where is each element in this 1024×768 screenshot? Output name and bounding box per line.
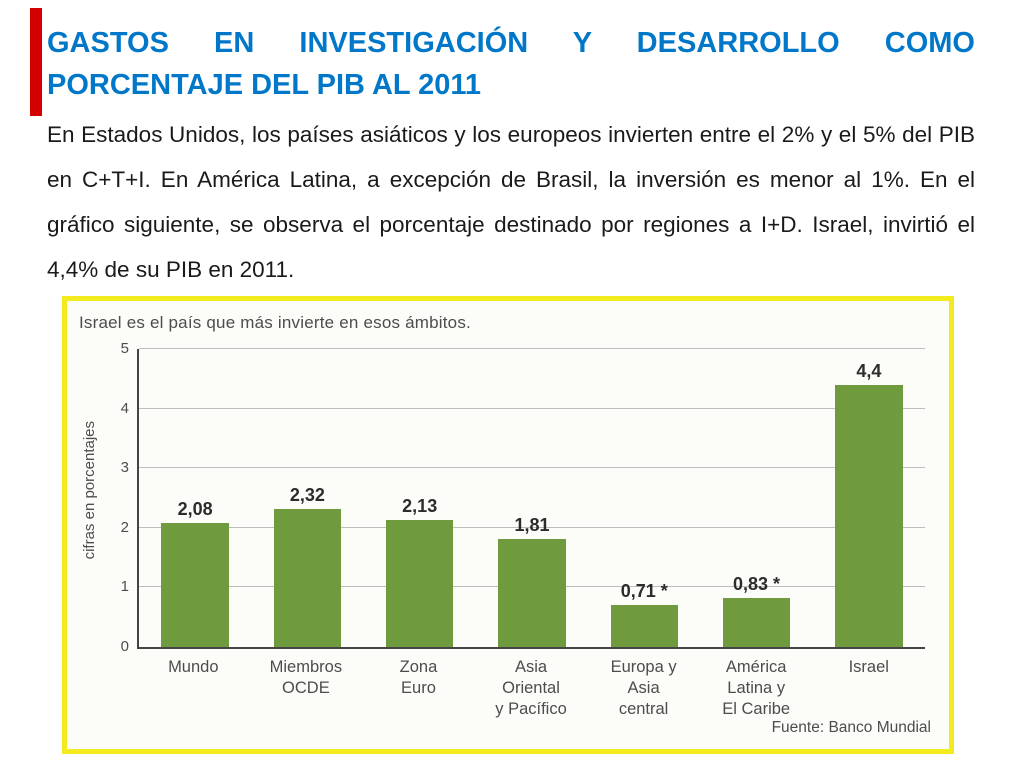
gridline-0: 0 [121,638,925,655]
x-axis-category: Zona Euro [399,658,438,697]
x-axis-categories: Mundo Miembros OCDE Zona Euro Asia Oriental… [137,657,925,720]
bar-value-label: 0,83 * [733,573,781,594]
x-axis-category: América Latina y El Caribe [722,658,791,718]
y-axis-tick: 5 [120,340,129,357]
chart-frame: Israel es el país que más invierte en es… [62,296,954,754]
x-axis-category: Miembros OCDE [269,658,343,697]
bar-group-0: 2,08 [139,349,251,647]
x-axis-category: Israel [848,658,889,676]
bar-value-label: 1,81 [514,515,550,536]
chart-body: cifras en porcentajes 2,08 2,32 2,13 1,81 0,… [79,333,935,737]
y-axis-label: cifras en porcentajes [81,421,98,560]
bar [273,508,342,647]
y-axis-tick: 2 [120,518,129,536]
chart-title: Israel es el país que más invierte en es… [79,313,471,332]
bar-value-label: 2,08 [177,499,213,520]
y-axis-tick: 1 [120,578,129,596]
bar [722,597,791,647]
bar [610,604,678,647]
plot-area: 2,08 2,32 2,13 1,81 0,71 * 0,83 * 4,4 0 1 2 3 4 5 [121,340,925,655]
gridline-2: 2 [121,519,925,536]
slide-title: GASTOS EN INVESTIGACIÓN Y DESARROLLO COM… [47,22,975,106]
gridline-5: 5 [121,340,925,357]
y-axis-tick: 4 [120,399,129,417]
red-accent-bar [30,8,42,116]
bar [835,384,903,647]
bar-group-5: 0,83 * [700,349,812,647]
bar-group-6: 4,4 [813,349,925,647]
body-paragraph: En Estados Unidos, los países asiáticos … [47,122,975,282]
bar-value-label: 4,4 [856,360,882,381]
bar-value-label: 0,71 * [620,580,668,601]
y-axis-tick: 3 [120,459,129,477]
bar [161,523,229,647]
bar-group-3: 1,81 [476,349,588,647]
y-axis-tick: 0 [120,638,129,655]
bar-group-2: 2,13 [364,349,476,647]
bars-row: 2,08 2,32 2,13 1,81 0,71 * 0,83 * 4,4 [139,349,925,647]
bar-value-label: 2,32 [289,484,325,505]
bar [498,539,566,647]
x-axis-category: Europa y Asia central [610,658,677,718]
bar-value-label: 2,13 [402,496,438,517]
slide-title-line-2: PORCENTAJE DEL PIB AL 2011 [47,69,482,101]
slide-title-line-1: GASTOS EN INVESTIGACIÓN Y DESARROLLO COM… [47,27,975,59]
chart-source: Fuente: Banco Mundial [771,719,931,736]
gridline-4: 4 [121,400,925,417]
x-axis-category: Asia Oriental y Pacífico [495,658,567,718]
bar-group-1: 2,32 [251,349,363,647]
bar-group-4: 0,71 * [588,349,700,647]
x-axis-category: Mundo [168,658,219,676]
gridline-3: 3 [121,459,925,476]
bar [386,520,454,647]
